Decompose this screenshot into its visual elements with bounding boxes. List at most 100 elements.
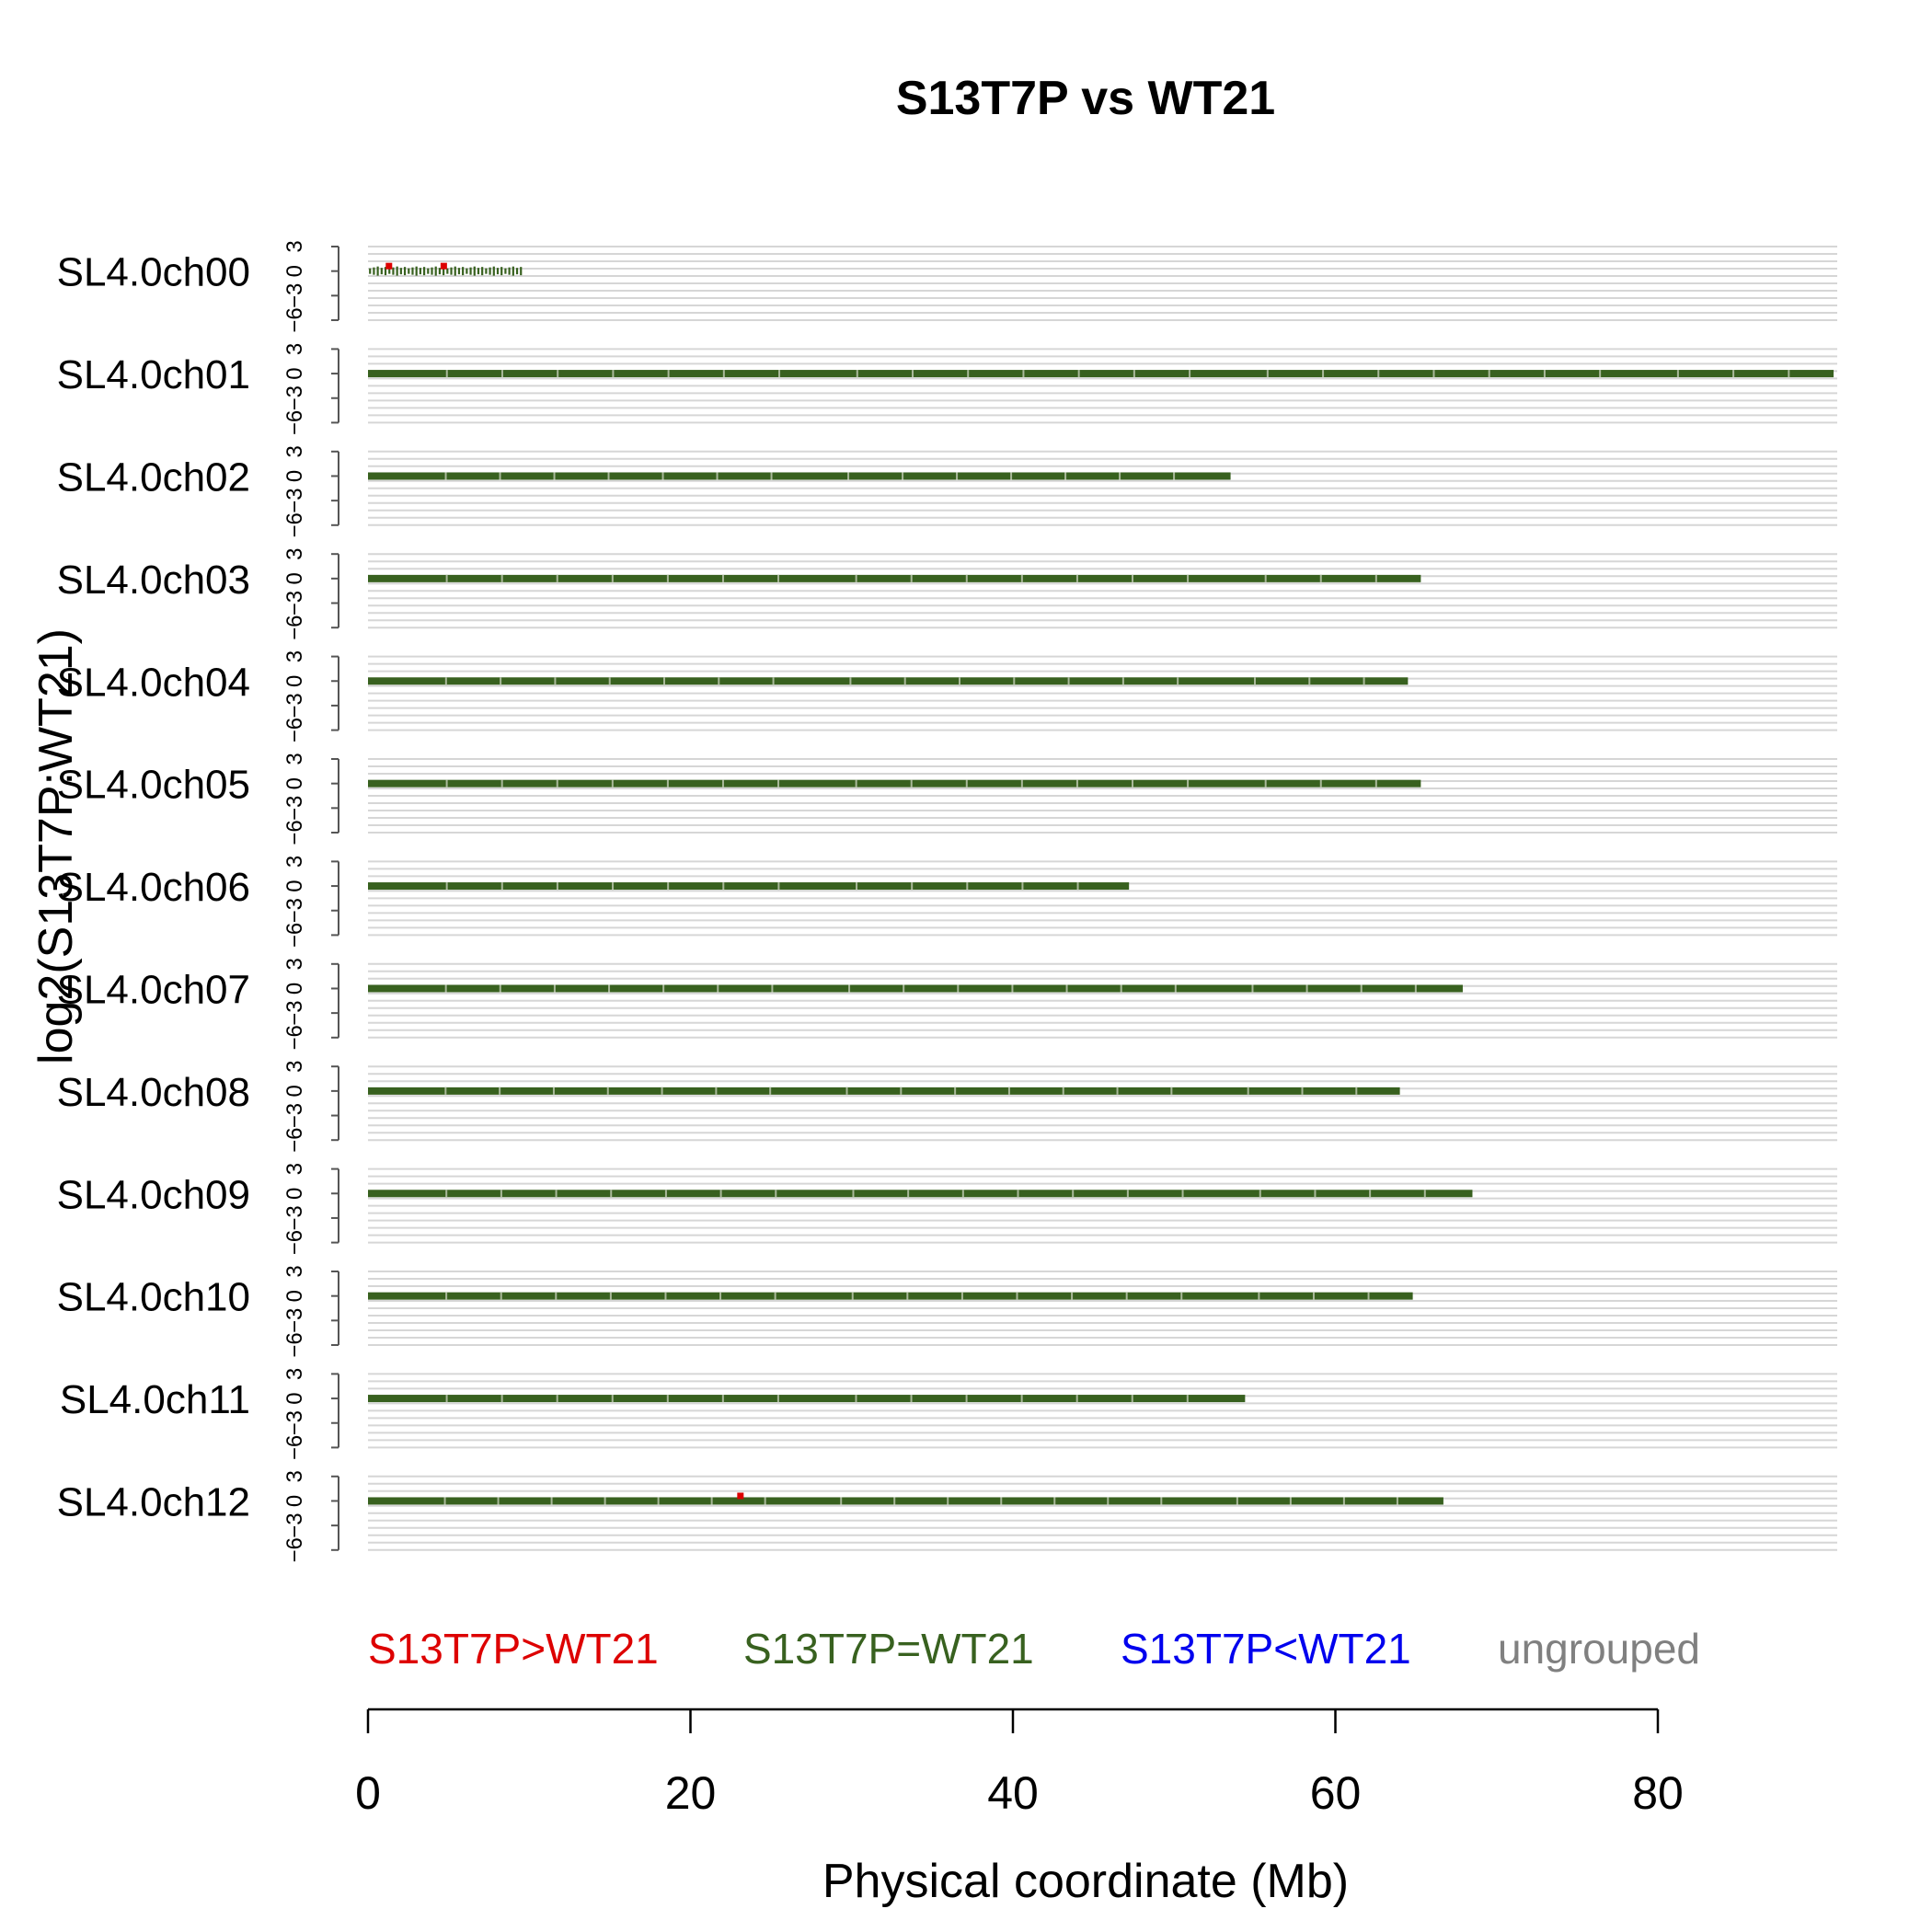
- data-gap: [1319, 574, 1322, 582]
- data-gap: [719, 1292, 722, 1300]
- data-gap: [664, 1190, 667, 1198]
- data-gap: [958, 677, 960, 685]
- data-gap: [906, 1292, 909, 1300]
- data-gap: [960, 1292, 963, 1300]
- data-gap: [556, 1395, 558, 1403]
- data-gap: [500, 574, 503, 582]
- data-point: [469, 267, 472, 275]
- data-gap: [1258, 1292, 1260, 1300]
- data-gap: [1131, 1395, 1133, 1403]
- data-point: [419, 268, 421, 275]
- data-gap: [1251, 984, 1254, 993]
- data-gap: [499, 984, 501, 993]
- legend-item: S13T7P<WT21: [1121, 1625, 1411, 1673]
- data-gap: [1264, 779, 1267, 788]
- y-tick-label: −6: [282, 512, 307, 537]
- data-gap: [1396, 1497, 1398, 1505]
- data-gap: [1020, 574, 1023, 582]
- data-gap: [552, 1087, 555, 1095]
- data-gap: [1072, 1190, 1075, 1198]
- data-point: [408, 268, 410, 274]
- data-gap: [500, 677, 502, 685]
- data-segment: [368, 1292, 1413, 1300]
- data-gap: [1360, 984, 1363, 993]
- data-point: [443, 267, 445, 276]
- data-gap: [1133, 370, 1135, 378]
- data-point: [473, 266, 476, 276]
- y-tick-label: 3: [282, 1265, 307, 1277]
- data-point-high: [737, 1492, 744, 1500]
- data-gap: [666, 1395, 669, 1403]
- data-point: [369, 268, 372, 274]
- data-gap: [609, 1292, 612, 1300]
- data-gap: [775, 1190, 777, 1198]
- chromosome-panel-SL4.0ch03: SL4.0ch03 3 0 −3−6: [57, 548, 1837, 640]
- data-gap: [499, 472, 501, 480]
- data-gap: [1355, 1087, 1358, 1095]
- data-point: [434, 266, 437, 276]
- data-gap: [612, 882, 615, 891]
- data-gap: [1189, 370, 1191, 378]
- data-gap: [903, 677, 906, 685]
- data-gap: [852, 1190, 855, 1198]
- data-gap: [557, 370, 559, 378]
- data-segment: [368, 574, 1421, 582]
- chromosome-panel-SL4.0ch04: SL4.0ch04 3 0 −3−6: [57, 650, 1837, 742]
- data-gap: [1264, 574, 1267, 582]
- data-gap: [444, 472, 447, 480]
- data-gap: [445, 779, 448, 788]
- data-gap: [1259, 1190, 1261, 1198]
- data-gap: [1186, 1395, 1189, 1403]
- y-tick-label: −3: [282, 796, 307, 821]
- data-point: [485, 268, 488, 274]
- data-gap: [1322, 370, 1325, 378]
- chromosome-panel-SL4.0ch12: SL4.0ch12 3 0 −3−6: [57, 1470, 1837, 1562]
- data-gap: [500, 1292, 502, 1300]
- data-gap: [777, 882, 780, 891]
- y-tick-label: 0: [282, 1290, 307, 1302]
- data-gap: [1363, 677, 1365, 685]
- y-tick-label: −3: [282, 283, 307, 308]
- chromosome-label: SL4.0ch07: [57, 967, 250, 1012]
- data-gap: [965, 574, 968, 582]
- data-gap: [1016, 1292, 1018, 1300]
- data-segment: [368, 984, 1463, 993]
- data-gap: [772, 677, 775, 685]
- y-axis-title: log2(S13T7P:WT21): [29, 628, 83, 1064]
- data-gap: [1305, 984, 1308, 993]
- data-gap: [1064, 472, 1067, 480]
- data-point: [457, 268, 461, 275]
- data-gap: [606, 1087, 609, 1095]
- data-segment: [368, 882, 1130, 891]
- y-tick-label: −6: [282, 1435, 307, 1460]
- data-gap: [1374, 779, 1377, 788]
- data-gap: [902, 472, 904, 480]
- data-gap: [553, 472, 556, 480]
- chromosome-label: SL4.0ch01: [57, 352, 250, 397]
- data-segment: [368, 1497, 1443, 1505]
- y-tick-label: −6: [282, 923, 307, 948]
- chromosome-label: SL4.0ch06: [57, 865, 250, 910]
- data-gap: [444, 677, 447, 685]
- data-gap: [666, 779, 669, 788]
- chart-title: S13T7P vs WT21: [896, 72, 1275, 125]
- data-gap: [1266, 370, 1269, 378]
- data-gap: [661, 472, 664, 480]
- data-gap: [1065, 984, 1068, 993]
- y-tick-label: −3: [282, 693, 307, 718]
- data-gap: [1369, 1190, 1372, 1198]
- chromosome-panel-SL4.0ch01: SL4.0ch01 3 0 −3−6: [57, 343, 1837, 435]
- data-gap: [910, 779, 913, 788]
- legend: S13T7P>WT21 S13T7P=WT21 S13T7P<WT21 ungroup…: [368, 1625, 1700, 1673]
- y-tick-label: 0: [282, 1392, 307, 1404]
- y-tick-label: −6: [282, 718, 307, 742]
- data-gap: [445, 370, 448, 378]
- chromosome-label: SL4.0ch03: [57, 558, 250, 603]
- data-gap: [667, 882, 670, 891]
- data-gap: [774, 1292, 776, 1300]
- chromosome-panel-SL4.0ch06: SL4.0ch06 3 0 −3−6: [57, 856, 1837, 948]
- data-gap: [1119, 472, 1121, 480]
- data-segment: [368, 370, 1834, 378]
- data-gap: [664, 1292, 667, 1300]
- y-tick-label: −3: [282, 1205, 307, 1230]
